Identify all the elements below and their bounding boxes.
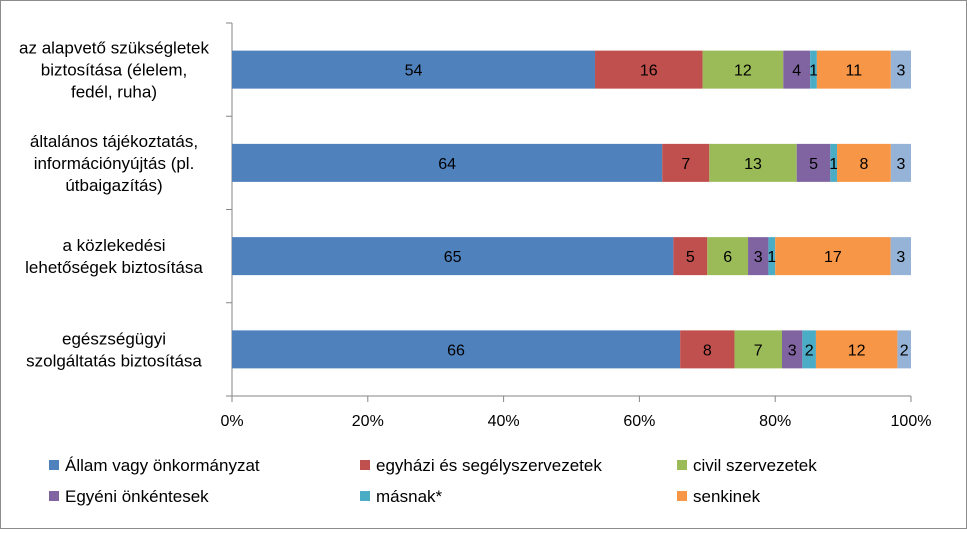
data-label: 17 [824, 249, 842, 266]
data-label: 12 [734, 63, 752, 80]
category-label: egészségügyi [62, 329, 166, 348]
x-tick-label: 40% [488, 413, 520, 430]
bar-segment [734, 330, 782, 369]
data-label: 2 [805, 342, 814, 359]
legend-swatch [677, 460, 687, 470]
data-label: 1 [809, 63, 818, 80]
bar-segment [707, 237, 749, 276]
data-label: 11 [846, 63, 863, 80]
bar-segment [897, 330, 911, 369]
data-label: 3 [896, 249, 905, 266]
bar-segment [662, 143, 710, 182]
category-label: biztosítása (élelem, [41, 61, 187, 80]
data-label: 3 [754, 249, 763, 266]
bar-segment [802, 330, 816, 369]
bar-segment [768, 237, 776, 276]
bar-segment [673, 237, 708, 276]
bar-segment [702, 50, 784, 89]
category-label: szolgáltatás biztosítása [26, 351, 202, 370]
x-tick-label: 100% [891, 413, 932, 430]
bar-segment [748, 237, 769, 276]
legend-swatch [360, 491, 370, 501]
data-label: 7 [681, 156, 690, 173]
bar-segment [890, 50, 911, 89]
legend-label: egyházi és segélyszervezetek [376, 456, 602, 475]
legend-swatch [49, 491, 59, 501]
legend-label: Egyéni önkéntesek [65, 487, 209, 506]
data-label: 3 [896, 63, 905, 80]
data-label: 13 [744, 156, 762, 173]
legend-label: civil szervezetek [693, 456, 817, 475]
data-label: 4 [792, 63, 801, 80]
bar-segment [232, 330, 681, 369]
bar-segment [232, 50, 596, 89]
x-tick-label: 20% [352, 413, 384, 430]
x-tick-label: 60% [623, 413, 655, 430]
bar-segment [232, 237, 674, 276]
data-label: 54 [405, 63, 423, 80]
category-label: általános tájékoztatás, [30, 132, 198, 151]
data-label: 1 [829, 156, 838, 173]
data-label: 8 [703, 342, 712, 359]
data-label: 7 [754, 342, 763, 359]
data-label: 5 [809, 156, 818, 173]
data-label: 64 [438, 156, 456, 173]
legend-swatch [49, 460, 59, 470]
data-label: 12 [848, 342, 866, 359]
bar-segment [816, 50, 891, 89]
bar-segment [890, 237, 911, 276]
data-label: 3 [788, 342, 797, 359]
bar-segment [781, 330, 803, 369]
data-label: 16 [640, 63, 658, 80]
category-label: az alapvető szükségletek [19, 39, 209, 58]
data-label: 66 [447, 342, 465, 359]
category-label: a közlekedési [62, 236, 165, 255]
x-tick-label: 80% [759, 413, 791, 430]
data-label: 2 [900, 342, 909, 359]
bar-segment [796, 143, 831, 182]
bar-segment [595, 50, 703, 89]
legend-swatch [360, 460, 370, 470]
bar-segment [810, 50, 817, 89]
bar-segment [815, 330, 898, 369]
category-label: lehetőségek biztosítása [25, 258, 203, 277]
data-label: 65 [444, 249, 462, 266]
category-label: útbaigazítás) [65, 176, 162, 195]
bar-segment [890, 143, 911, 182]
data-label: 3 [896, 156, 905, 173]
legend-swatch [677, 491, 687, 501]
bar-segment [709, 143, 797, 182]
legend-label: másnak* [376, 487, 443, 506]
legend-label: senkinek [693, 487, 761, 506]
category-label: fedél, ruha) [71, 83, 157, 102]
legend-label: Állam vagy önkormányzat [65, 456, 260, 475]
bar-segment [680, 330, 735, 369]
data-label: 1 [767, 249, 776, 266]
data-label: 8 [859, 156, 868, 173]
category-label: információnyújtás (pl. [34, 154, 195, 173]
bar-segment [775, 237, 891, 276]
bar-segment [232, 143, 663, 182]
bar-segment [837, 143, 891, 182]
bar-segment [830, 143, 838, 182]
data-label: 6 [723, 249, 732, 266]
bar-segment [783, 50, 811, 89]
x-tick-label: 0% [220, 413, 243, 430]
data-label: 5 [686, 249, 695, 266]
